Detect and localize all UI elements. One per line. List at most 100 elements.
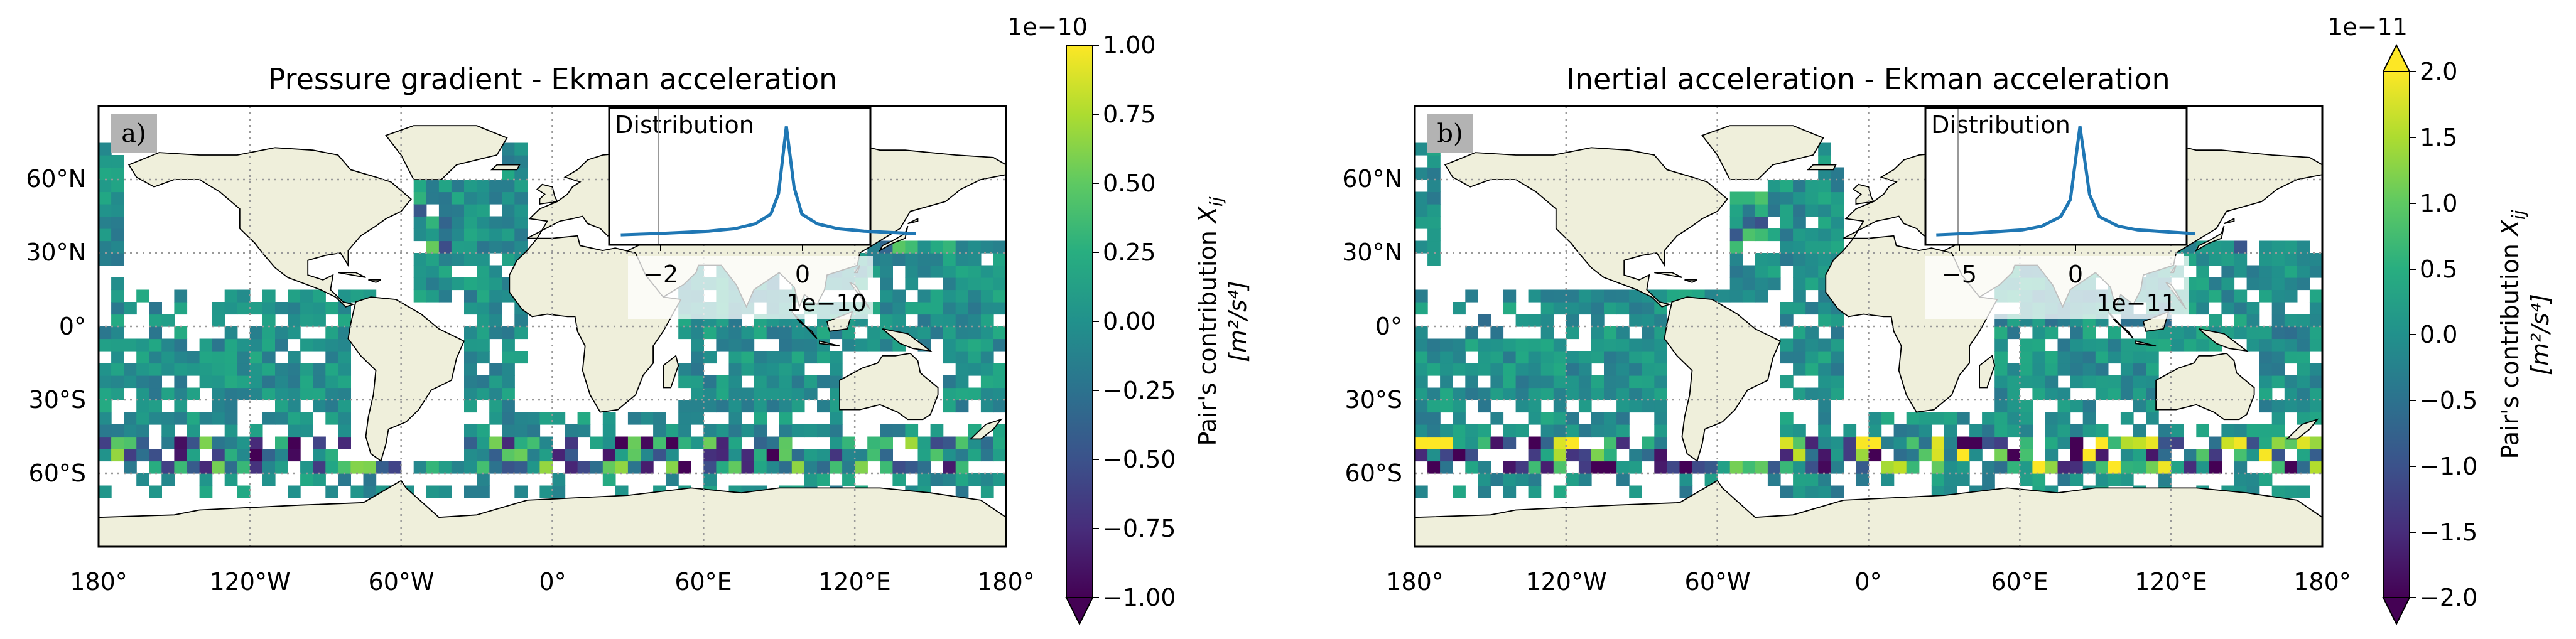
data-cell xyxy=(464,375,477,389)
data-cell xyxy=(1994,363,2008,376)
data-cell xyxy=(1729,191,1743,205)
data-cell xyxy=(1793,326,1806,340)
data-cell xyxy=(1465,436,1478,449)
data-cell xyxy=(1604,387,1617,400)
landmass xyxy=(127,147,412,308)
data-cell xyxy=(1629,314,1642,327)
data-cell xyxy=(502,216,515,229)
data-cell xyxy=(502,180,515,193)
data-cell xyxy=(1994,412,2008,425)
data-cell xyxy=(2057,387,2071,400)
data-cell xyxy=(464,289,477,303)
data-cell xyxy=(1528,485,1542,498)
data-cell xyxy=(99,228,112,242)
data-cell xyxy=(502,204,515,217)
data-cell xyxy=(716,436,730,449)
data-cell xyxy=(237,338,251,352)
data-cell xyxy=(2297,449,2310,462)
data-cell xyxy=(1629,289,1642,303)
data-cell xyxy=(136,436,149,449)
data-cell xyxy=(2184,338,2197,352)
data-cell xyxy=(111,228,124,242)
data-cell xyxy=(779,338,793,352)
data-cell xyxy=(791,387,805,400)
data-cell xyxy=(968,449,982,462)
data-cell xyxy=(111,424,124,438)
data-cell xyxy=(275,400,288,413)
data-cell xyxy=(1818,180,1831,193)
data-cell xyxy=(1616,302,1630,315)
data-cell xyxy=(2057,363,2071,376)
data-cell xyxy=(325,412,338,425)
data-cell xyxy=(1654,424,1667,438)
data-cell xyxy=(980,363,994,376)
data-cell xyxy=(2234,436,2248,449)
data-cell xyxy=(1591,461,1605,474)
data-cell xyxy=(99,326,112,340)
data-cell xyxy=(2297,326,2310,340)
data-cell xyxy=(1793,387,1806,400)
data-cell xyxy=(791,461,805,474)
data-cell xyxy=(1553,449,1567,462)
data-cell xyxy=(489,277,502,291)
data-cell xyxy=(1994,351,2008,364)
data-cell xyxy=(741,424,755,438)
data-cell xyxy=(1831,436,1844,449)
data-cell xyxy=(1616,375,1630,389)
data-cell xyxy=(1805,436,1819,449)
data-cell xyxy=(1440,436,1453,449)
data-cell xyxy=(338,363,351,376)
panel-b-colorbar: 1e−11 2.0 1.5 1.0 0.5 0.0 −0.5 −1.0 −1.5… xyxy=(2327,13,2554,626)
data-cell xyxy=(514,228,528,242)
landmass xyxy=(1979,355,1996,389)
data-cell xyxy=(313,314,326,327)
data-cell xyxy=(1906,449,1920,462)
data-cell xyxy=(943,375,956,389)
data-cell xyxy=(1604,424,1617,438)
data-cell xyxy=(338,473,351,486)
data-cell xyxy=(212,363,225,376)
data-cell xyxy=(325,449,338,462)
data-cell xyxy=(1755,265,1768,278)
data-cell xyxy=(1528,412,1542,425)
data-cell xyxy=(111,277,124,291)
data-cell xyxy=(426,277,440,291)
data-cell xyxy=(1654,326,1667,340)
data-cell xyxy=(2259,338,2273,352)
data-cell xyxy=(2284,485,2298,498)
data-cell xyxy=(1540,351,1554,364)
data-cell xyxy=(1629,363,1642,376)
data-cell xyxy=(111,289,124,303)
data-cell xyxy=(980,338,994,352)
data-cell xyxy=(2082,338,2096,352)
data-cell xyxy=(2309,289,2322,303)
data-cell xyxy=(2309,436,2322,449)
data-cell xyxy=(338,326,351,340)
data-cell xyxy=(791,424,805,438)
data-cell xyxy=(1755,253,1768,266)
data-cell xyxy=(980,375,994,389)
data-cell xyxy=(917,449,931,462)
data-cell xyxy=(161,412,175,425)
panel-b-inset-xtick: −5 xyxy=(1942,260,1977,288)
data-cell xyxy=(627,436,641,449)
data-cell xyxy=(2209,289,2222,303)
data-cell xyxy=(2309,314,2322,327)
data-cell xyxy=(262,449,276,462)
panel-b-label-box xyxy=(1427,114,1473,153)
data-cell xyxy=(1553,485,1567,498)
data-cell xyxy=(880,461,893,474)
data-cell xyxy=(955,351,969,364)
data-cell xyxy=(1515,375,1529,389)
data-cell xyxy=(1566,289,1579,303)
data-cell xyxy=(1453,449,1466,462)
data-cell xyxy=(1805,240,1819,254)
data-cell xyxy=(703,400,717,413)
data-cell xyxy=(325,351,338,364)
data-cell xyxy=(993,449,1006,462)
data-cell xyxy=(539,412,553,425)
data-cell xyxy=(451,204,465,217)
data-cell xyxy=(325,375,338,389)
data-cell xyxy=(565,424,578,438)
data-cell xyxy=(174,289,188,303)
